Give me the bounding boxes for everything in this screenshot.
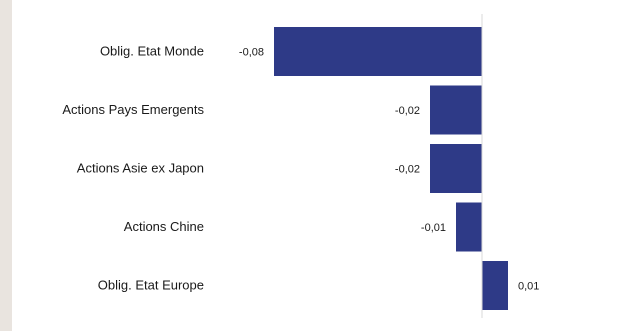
bar [456,202,482,252]
category-label: Oblig. Etat Europe [98,278,204,293]
category-label: Actions Pays Emergents [62,102,204,117]
bar [482,261,508,310]
data-label: -0,02 [395,105,420,117]
category-label: Actions Asie ex Japon [77,161,204,176]
data-label: -0,01 [421,222,446,234]
data-label: 0,01 [518,281,539,293]
bars-layer [274,27,508,310]
bar [430,144,482,193]
labels-layer: Oblig. Etat Monde -0,08 Actions Pays Emerg… [62,44,539,293]
data-label: -0,08 [239,47,264,59]
bar-chart: Oblig. Etat Monde -0,08 Actions Pays Emerg… [62,14,539,318]
category-label: Oblig. Etat Monde [100,44,204,59]
bar [430,85,482,135]
data-label: -0,02 [395,164,420,176]
bar [274,27,482,76]
chart-panel: Oblig. Etat Monde -0,08 Actions Pays Emerg… [12,0,631,331]
category-label: Actions Chine [124,219,204,234]
